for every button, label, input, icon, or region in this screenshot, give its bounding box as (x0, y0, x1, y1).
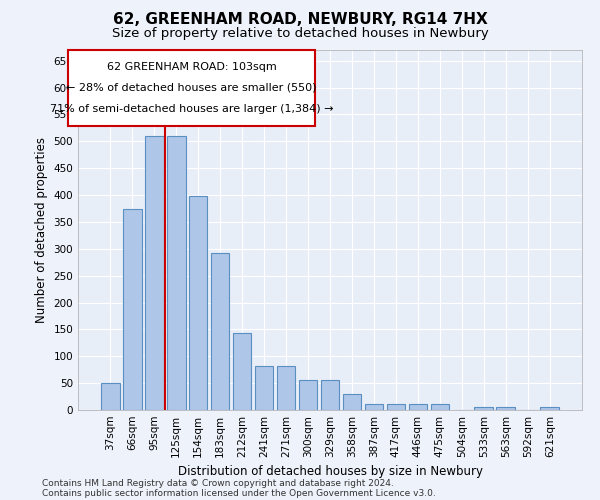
Bar (541, 408, 559, 410)
Bar (211, 253, 229, 410)
Bar (277, 366, 295, 410)
Bar (299, 380, 317, 410)
Text: ← 28% of detached houses are smaller (550): ← 28% of detached houses are smaller (55… (66, 83, 317, 93)
Bar (123, 208, 142, 410)
Text: Contains HM Land Registry data © Crown copyright and database right 2024.: Contains HM Land Registry data © Crown c… (42, 478, 394, 488)
Bar (167, 136, 185, 410)
Y-axis label: Number of detached properties: Number of detached properties (35, 137, 48, 323)
Bar (145, 136, 164, 410)
Bar (431, 404, 449, 410)
Bar (496, 408, 515, 410)
Text: Contains public sector information licensed under the Open Government Licence v3: Contains public sector information licen… (42, 488, 436, 498)
Bar (101, 383, 119, 410)
X-axis label: Distribution of detached houses by size in Newbury: Distribution of detached houses by size … (178, 466, 482, 478)
Text: 71% of semi-detached houses are larger (1,384) →: 71% of semi-detached houses are larger (… (50, 104, 333, 114)
Bar (255, 366, 274, 410)
Bar (365, 404, 383, 410)
Bar (320, 380, 340, 410)
Text: Size of property relative to detached houses in Newbury: Size of property relative to detached ho… (112, 28, 488, 40)
FancyBboxPatch shape (68, 50, 315, 126)
Bar (233, 333, 251, 410)
Bar (343, 394, 361, 410)
Bar (386, 404, 405, 410)
Text: 62, GREENHAM ROAD, NEWBURY, RG14 7HX: 62, GREENHAM ROAD, NEWBURY, RG14 7HX (113, 12, 487, 28)
Bar (189, 196, 208, 410)
Bar (475, 408, 493, 410)
Text: 62 GREENHAM ROAD: 103sqm: 62 GREENHAM ROAD: 103sqm (107, 62, 276, 72)
Bar (409, 404, 427, 410)
